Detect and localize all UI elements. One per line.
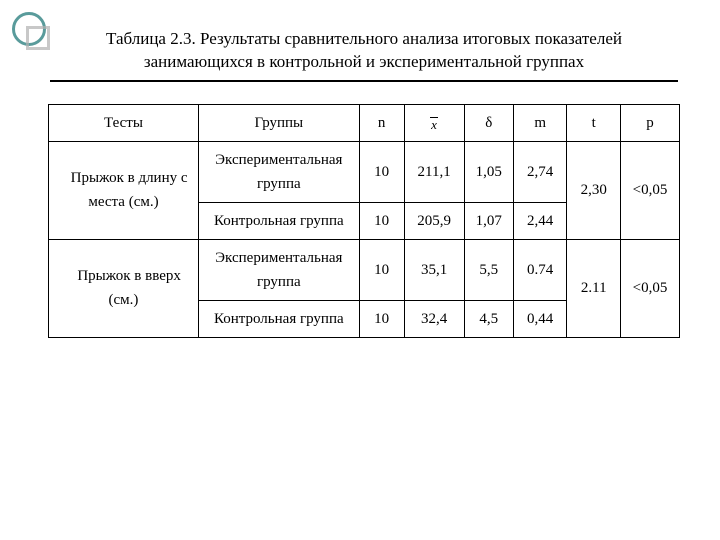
- col-m: m: [513, 104, 567, 141]
- group-cell: Контрольная группа: [198, 300, 359, 337]
- slide-title: Таблица 2.3. Результаты сравнительного а…: [48, 28, 680, 74]
- cell-p: <0,05: [621, 141, 680, 239]
- cell-xbar: 211,1: [404, 141, 464, 202]
- cell-m: 2,74: [513, 141, 567, 202]
- col-delta: δ: [464, 104, 513, 141]
- cell-n: 10: [359, 239, 404, 300]
- test-label: Прыжок в вверх (см.): [49, 239, 199, 337]
- cell-delta: 1,07: [464, 202, 513, 239]
- table-row: Прыжок в длину с места (см.) Эксперимент…: [49, 141, 680, 202]
- cell-t: 2.11: [567, 239, 621, 337]
- title-line-1: Таблица 2.3. Результаты сравнительного а…: [106, 29, 622, 48]
- svg-text:x: x: [430, 117, 437, 131]
- cell-n: 10: [359, 300, 404, 337]
- test-label: Прыжок в длину с места (см.): [49, 141, 199, 239]
- group-cell: Экспериментальная группа: [198, 141, 359, 202]
- cell-m: 2,44: [513, 202, 567, 239]
- cell-delta: 4,5: [464, 300, 513, 337]
- col-n: n: [359, 104, 404, 141]
- cell-m: 0,44: [513, 300, 567, 337]
- ring-icon: [12, 12, 46, 46]
- cell-t: 2,30: [567, 141, 621, 239]
- results-table: Тесты Группы n x δ m t p: [48, 104, 680, 338]
- table-row: Прыжок в вверх (см.) Экспериментальная г…: [49, 239, 680, 300]
- group-cell: Экспериментальная группа: [198, 239, 359, 300]
- cell-n: 10: [359, 202, 404, 239]
- square-icon: [26, 26, 50, 50]
- col-groups: Группы: [198, 104, 359, 141]
- cell-p: <0,05: [621, 239, 680, 337]
- cell-delta: 5,5: [464, 239, 513, 300]
- cell-xbar: 32,4: [404, 300, 464, 337]
- col-t: t: [567, 104, 621, 141]
- x-bar-icon: x: [428, 115, 440, 131]
- title-divider: [50, 80, 678, 82]
- cell-m: 0.74: [513, 239, 567, 300]
- col-xbar: x: [404, 104, 464, 141]
- col-p: p: [621, 104, 680, 141]
- cell-xbar: 205,9: [404, 202, 464, 239]
- table-header-row: Тесты Группы n x δ m t p: [49, 104, 680, 141]
- cell-xbar: 35,1: [404, 239, 464, 300]
- slide: Таблица 2.3. Результаты сравнительного а…: [0, 0, 720, 540]
- col-tests: Тесты: [49, 104, 199, 141]
- cell-n: 10: [359, 141, 404, 202]
- corner-decoration: [12, 12, 46, 46]
- title-line-2: занимающихся в контрольной и эксперимент…: [144, 52, 584, 71]
- cell-delta: 1,05: [464, 141, 513, 202]
- group-cell: Контрольная группа: [198, 202, 359, 239]
